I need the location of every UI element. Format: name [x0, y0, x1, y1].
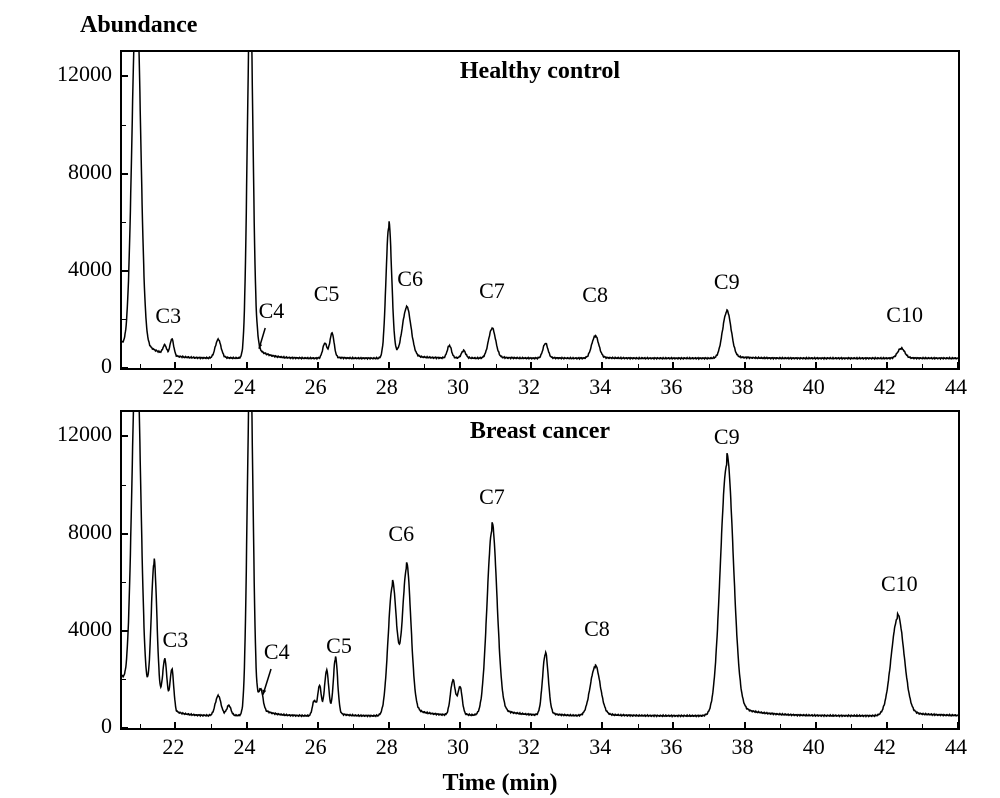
xtick-label: 38 [732, 374, 754, 400]
peak-label-c7: C7 [479, 484, 505, 510]
peak-label-c8: C8 [582, 282, 608, 308]
ytick-label: 12000 [57, 421, 112, 447]
ytick-label: 0 [101, 713, 112, 739]
xtick-label: 36 [660, 734, 682, 760]
peak-label-c3: C3 [163, 627, 189, 653]
trace-cancer [122, 412, 958, 728]
panel-title-cancer: Breast cancer [470, 418, 610, 445]
peak-label-c5: C5 [314, 281, 340, 307]
xtick-label: 24 [234, 374, 256, 400]
xtick-label: 42 [874, 374, 896, 400]
peak-label-c9: C9 [714, 269, 740, 295]
xtick-label: 34 [589, 374, 611, 400]
xtick-label: 44 [945, 734, 967, 760]
xtick-label: 36 [660, 374, 682, 400]
xtick-label: 28 [376, 374, 398, 400]
plot-area-top: Healthy control C3 C4 C5 C6 C7 C8 C9 C10 [120, 50, 960, 370]
ytick-label: 4000 [68, 616, 112, 642]
xtick-label: 26 [305, 734, 327, 760]
peak-label-c9: C9 [714, 424, 740, 450]
ytick-label: 0 [101, 353, 112, 379]
peak-label-c5: C5 [326, 633, 352, 659]
ytick-label: 8000 [68, 519, 112, 545]
xtick-label: 34 [589, 734, 611, 760]
xtick-label: 42 [874, 734, 896, 760]
panel-breast-cancer: Breast cancer C3C4C5C6C7C8C9C10 04000800… [120, 410, 960, 730]
x-axis-label: Time (min) [443, 770, 558, 797]
xtick-label: 26 [305, 374, 327, 400]
xtick-label: 24 [234, 734, 256, 760]
peak-label-c8: C8 [584, 616, 610, 642]
xtick-label: 32 [518, 374, 540, 400]
chromatogram-figure: Abundance Healthy control C3C4C5C6C7C8C9… [20, 20, 980, 778]
xtick-label: 30 [447, 734, 469, 760]
xtick-label: 28 [376, 734, 398, 760]
peak-label-c4: C4 [264, 639, 290, 665]
ytick-label: 4000 [68, 256, 112, 282]
xtick-label: 40 [803, 734, 825, 760]
peak-label-c10: C10 [886, 302, 923, 328]
panel-healthy-control: Healthy control C3C4C5C6C7C8C9C10 040008… [120, 50, 960, 370]
trace-healthy [122, 52, 958, 368]
peak-label-c10: C10 [881, 571, 918, 597]
xtick-label: 44 [945, 374, 967, 400]
xtick-label: 30 [447, 374, 469, 400]
peak-label-c6: C6 [388, 521, 414, 547]
peak-label-c7: C7 [479, 278, 505, 304]
peak-label-c4: C4 [259, 298, 285, 324]
y-axis-label: Abundance [80, 12, 197, 39]
peak-label-c6: C6 [397, 266, 423, 292]
panel-title-healthy: Healthy control [460, 58, 620, 85]
xtick-label: 22 [162, 374, 184, 400]
plot-area-bottom: Breast cancer C3 C4 C5 C6 C7 C8 C9 C10 [120, 410, 960, 730]
ytick-label: 8000 [68, 159, 112, 185]
xtick-label: 40 [803, 374, 825, 400]
xtick-label: 38 [732, 734, 754, 760]
ytick-label: 12000 [57, 61, 112, 87]
peak-label-c3: C3 [155, 303, 181, 329]
xtick-label: 22 [162, 734, 184, 760]
xtick-label: 32 [518, 734, 540, 760]
